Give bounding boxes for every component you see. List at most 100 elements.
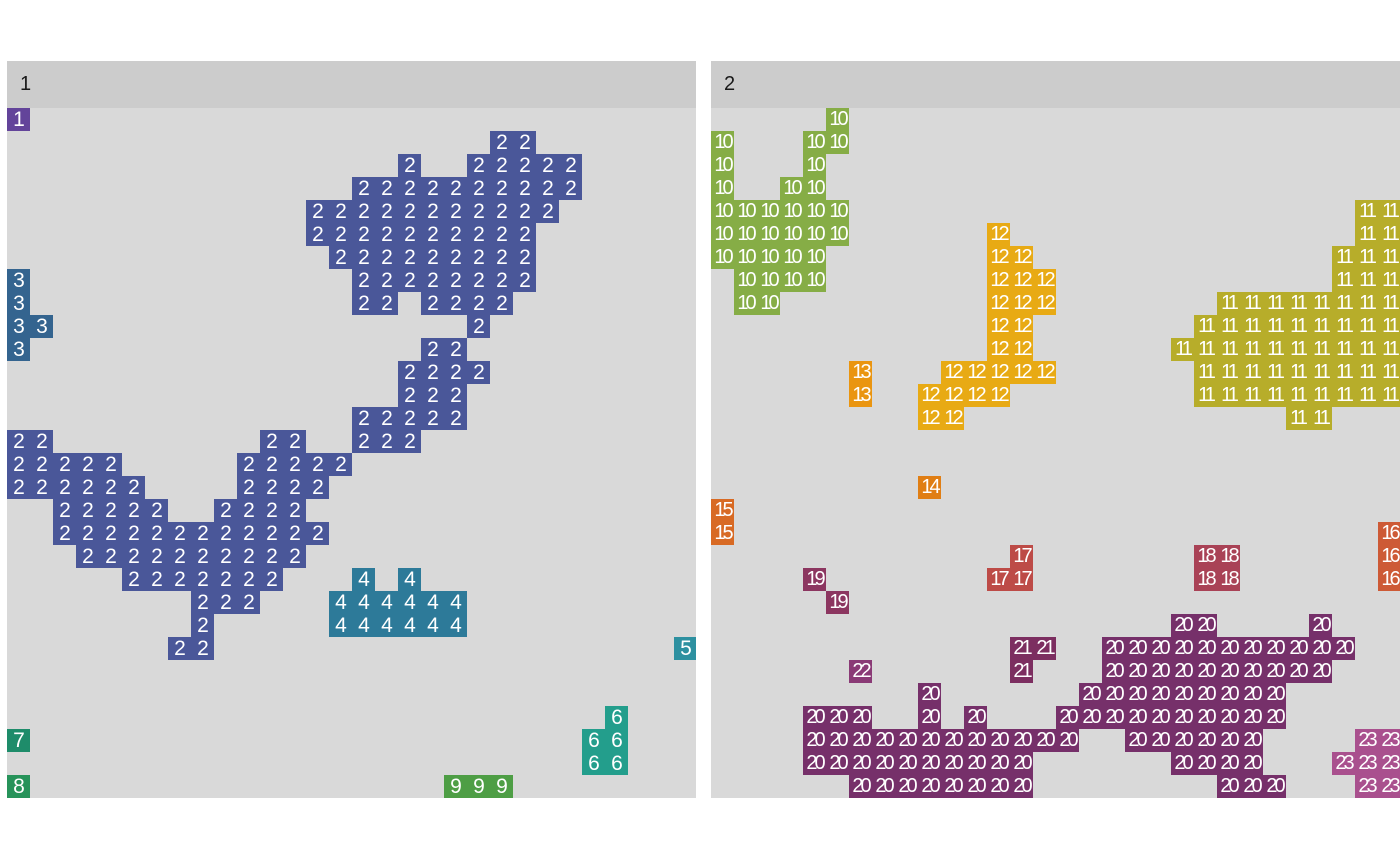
cluster-11-cell: 11 bbox=[1332, 361, 1355, 384]
cluster-4-cell: 4 bbox=[329, 614, 352, 637]
cluster-10-cell: 10 bbox=[826, 223, 849, 246]
cluster-12-cell: 12 bbox=[987, 338, 1010, 361]
cluster-11-cell: 11 bbox=[1286, 361, 1309, 384]
cluster-11-cell: 11 bbox=[1263, 292, 1286, 315]
cluster-10-cell: 10 bbox=[780, 246, 803, 269]
cluster-2-cell: 2 bbox=[7, 453, 30, 476]
cluster-20-cell: 20 bbox=[849, 752, 872, 775]
cluster-2-cell: 2 bbox=[467, 315, 490, 338]
cluster-10-cell: 10 bbox=[780, 177, 803, 200]
cluster-2-cell: 2 bbox=[490, 223, 513, 246]
cluster-6-cell: 6 bbox=[605, 752, 628, 775]
cluster-14-cell: 14 bbox=[918, 476, 941, 499]
cluster-21-cell: 21 bbox=[1010, 660, 1033, 683]
cluster-10-cell: 10 bbox=[711, 131, 734, 154]
cluster-2-cell: 2 bbox=[168, 545, 191, 568]
cluster-2-cell: 2 bbox=[283, 545, 306, 568]
cluster-11-cell: 11 bbox=[1355, 223, 1378, 246]
cluster-2-cell: 2 bbox=[352, 407, 375, 430]
cluster-11-cell: 11 bbox=[1263, 361, 1286, 384]
cluster-2-cell: 2 bbox=[76, 545, 99, 568]
cluster-20-cell: 20 bbox=[849, 706, 872, 729]
cluster-20-cell: 20 bbox=[918, 775, 941, 798]
cluster-2-cell: 2 bbox=[421, 246, 444, 269]
cluster-10-cell: 10 bbox=[734, 246, 757, 269]
cluster-2-cell: 2 bbox=[421, 200, 444, 223]
tile-grid-panel-2: 10 10 10 10 10 10 10 10 10 10 10 10 10 10 10 10 10 10 10 10… bbox=[711, 108, 1400, 798]
cluster-3-cell: 3 bbox=[7, 315, 30, 338]
cluster-2-cell: 2 bbox=[467, 154, 490, 177]
cluster-10-cell: 10 bbox=[757, 200, 780, 223]
cluster-2-cell: 2 bbox=[352, 223, 375, 246]
cluster-11-cell: 11 bbox=[1240, 315, 1263, 338]
cluster-2-cell: 2 bbox=[53, 499, 76, 522]
cluster-20-cell: 20 bbox=[1194, 637, 1217, 660]
cluster-2-cell: 2 bbox=[444, 177, 467, 200]
cluster-4-cell: 4 bbox=[352, 591, 375, 614]
cluster-11-cell: 11 bbox=[1309, 384, 1332, 407]
cluster-12-cell: 12 bbox=[1010, 246, 1033, 269]
cluster-20-cell: 20 bbox=[1263, 706, 1286, 729]
cluster-11-cell: 11 bbox=[1217, 315, 1240, 338]
cluster-2-cell: 2 bbox=[513, 154, 536, 177]
cluster-20-cell: 20 bbox=[1079, 683, 1102, 706]
cluster-20-cell: 20 bbox=[1010, 775, 1033, 798]
cluster-20-cell: 20 bbox=[1217, 752, 1240, 775]
cluster-6-cell: 6 bbox=[605, 706, 628, 729]
cluster-20-cell: 20 bbox=[918, 752, 941, 775]
cluster-2-cell: 2 bbox=[168, 522, 191, 545]
cluster-11-cell: 11 bbox=[1378, 338, 1400, 361]
cluster-2-cell: 2 bbox=[352, 430, 375, 453]
cluster-2-cell: 2 bbox=[122, 522, 145, 545]
cluster-2-cell: 2 bbox=[513, 269, 536, 292]
cluster-11-cell: 11 bbox=[1194, 361, 1217, 384]
cluster-3-cell: 3 bbox=[30, 315, 53, 338]
cluster-23-cell: 23 bbox=[1355, 729, 1378, 752]
cluster-10-cell: 10 bbox=[803, 200, 826, 223]
cluster-19-cell: 19 bbox=[826, 591, 849, 614]
cluster-11-cell: 11 bbox=[1378, 361, 1400, 384]
cluster-20-cell: 20 bbox=[1033, 729, 1056, 752]
cluster-11-cell: 11 bbox=[1240, 384, 1263, 407]
cluster-20-cell: 20 bbox=[1171, 660, 1194, 683]
cluster-20-cell: 20 bbox=[1148, 729, 1171, 752]
cluster-6-cell: 6 bbox=[582, 729, 605, 752]
cluster-12-cell: 12 bbox=[1010, 315, 1033, 338]
cluster-18-cell: 18 bbox=[1217, 568, 1240, 591]
cluster-2-cell: 2 bbox=[490, 292, 513, 315]
cluster-20-cell: 20 bbox=[1079, 706, 1102, 729]
cluster-2-cell: 2 bbox=[444, 338, 467, 361]
cluster-2-cell: 2 bbox=[398, 177, 421, 200]
cluster-2-cell: 2 bbox=[375, 292, 398, 315]
cluster-4-cell: 4 bbox=[375, 591, 398, 614]
cluster-2-cell: 2 bbox=[76, 453, 99, 476]
cluster-2-cell: 2 bbox=[99, 476, 122, 499]
cluster-11-cell: 11 bbox=[1355, 200, 1378, 223]
cluster-2-cell: 2 bbox=[421, 338, 444, 361]
cluster-4-cell: 4 bbox=[352, 614, 375, 637]
cluster-23-cell: 23 bbox=[1378, 729, 1400, 752]
cluster-11-cell: 11 bbox=[1332, 338, 1355, 361]
cluster-2-cell: 2 bbox=[444, 223, 467, 246]
cluster-2-cell: 2 bbox=[260, 476, 283, 499]
cluster-11-cell: 11 bbox=[1263, 338, 1286, 361]
cluster-13-cell: 13 bbox=[849, 361, 872, 384]
cluster-2-cell: 2 bbox=[329, 246, 352, 269]
cluster-10-cell: 10 bbox=[734, 292, 757, 315]
cluster-12-cell: 12 bbox=[987, 361, 1010, 384]
cluster-11-cell: 11 bbox=[1355, 246, 1378, 269]
cluster-12-cell: 12 bbox=[964, 361, 987, 384]
cluster-10-cell: 10 bbox=[826, 131, 849, 154]
cluster-10-cell: 10 bbox=[757, 292, 780, 315]
cluster-2-cell: 2 bbox=[536, 177, 559, 200]
cluster-4-cell: 4 bbox=[421, 614, 444, 637]
cluster-20-cell: 20 bbox=[1240, 683, 1263, 706]
cluster-20-cell: 20 bbox=[918, 706, 941, 729]
cluster-7-cell: 7 bbox=[7, 729, 30, 752]
cluster-9-cell: 9 bbox=[444, 775, 467, 798]
cluster-2-cell: 2 bbox=[467, 223, 490, 246]
cluster-16-cell: 16 bbox=[1378, 568, 1400, 591]
cluster-2-cell: 2 bbox=[352, 200, 375, 223]
cluster-2-cell: 2 bbox=[444, 384, 467, 407]
